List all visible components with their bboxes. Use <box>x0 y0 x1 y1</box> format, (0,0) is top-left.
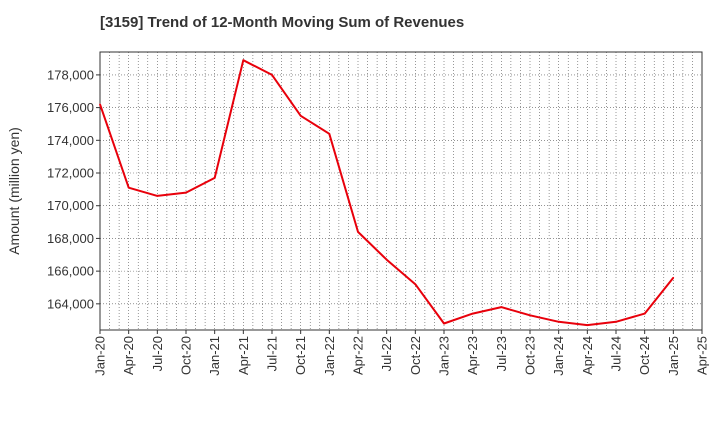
data-point <box>156 195 159 197</box>
data-point <box>672 276 675 279</box>
data-point <box>299 115 302 117</box>
data-point <box>99 103 101 106</box>
x-tick-label: Jul-21 <box>265 336 280 371</box>
x-tick-label: Oct-22 <box>408 336 423 375</box>
y-tick-label: 176,000 <box>47 100 94 115</box>
y-tick-label: 174,000 <box>47 133 94 148</box>
data-point <box>529 314 531 317</box>
x-tick-label: Jan-24 <box>551 336 566 376</box>
grid-lines <box>100 52 702 330</box>
x-tick-label: Jul-23 <box>494 336 509 371</box>
y-tick-label: 172,000 <box>47 166 94 181</box>
data-point <box>557 321 560 323</box>
x-axis-ticks: Jan-20 Apr-20 Jul-20 Oct-20 Jan-21 Apr-21 Jul-… <box>93 330 710 376</box>
y-tick-label: 164,000 <box>47 296 94 311</box>
data-point <box>414 283 417 286</box>
data-point <box>385 258 388 261</box>
x-tick-label: Oct-21 <box>293 336 308 375</box>
y-tick-label: 168,000 <box>47 231 94 246</box>
data-point <box>500 306 503 308</box>
y-tick-label: 170,000 <box>47 198 94 213</box>
x-tick-label: Apr-25 <box>695 336 710 375</box>
x-tick-label: Jan-25 <box>666 336 681 376</box>
x-tick-label: Oct-24 <box>637 336 652 375</box>
data-point <box>443 322 445 325</box>
x-tick-label: Jan-21 <box>207 336 222 376</box>
y-tick-label: 178,000 <box>47 67 94 82</box>
x-tick-label: Jul-20 <box>150 336 165 371</box>
x-tick-label: Jan-22 <box>322 336 337 376</box>
x-tick-label: Oct-23 <box>523 336 538 375</box>
x-tick-label: Apr-24 <box>580 336 595 375</box>
data-point <box>357 231 359 233</box>
data-point <box>615 321 617 323</box>
x-tick-label: Jan-23 <box>437 336 452 376</box>
data-point <box>471 312 474 315</box>
data-point <box>586 324 589 326</box>
x-tick-label: Apr-21 <box>236 336 251 375</box>
series-group <box>99 59 675 327</box>
x-tick-label: Oct-20 <box>179 336 194 375</box>
data-point <box>643 312 646 315</box>
data-point <box>185 191 187 194</box>
data-point <box>213 177 216 179</box>
data-point <box>127 186 130 189</box>
y-axis-label: Amount (million yen) <box>6 127 22 255</box>
x-tick-label: Apr-22 <box>351 336 366 375</box>
x-tick-label: Jul-24 <box>609 336 624 371</box>
data-point <box>271 74 273 76</box>
x-tick-label: Jan-20 <box>93 336 108 376</box>
data-point <box>328 133 331 135</box>
data-point <box>242 59 245 61</box>
y-axis-ticks: 164,000 166,000 168,000 170,000 172,000 174,0… <box>47 67 100 311</box>
x-tick-label: Apr-20 <box>121 336 136 375</box>
y-tick-label: 166,000 <box>47 264 94 279</box>
plot-area-border <box>99 51 703 331</box>
chart-title: [3159] Trend of 12-Month Moving Sum of R… <box>100 14 465 31</box>
x-tick-label: Jul-22 <box>379 336 394 371</box>
x-tick-label: Apr-23 <box>465 336 480 375</box>
